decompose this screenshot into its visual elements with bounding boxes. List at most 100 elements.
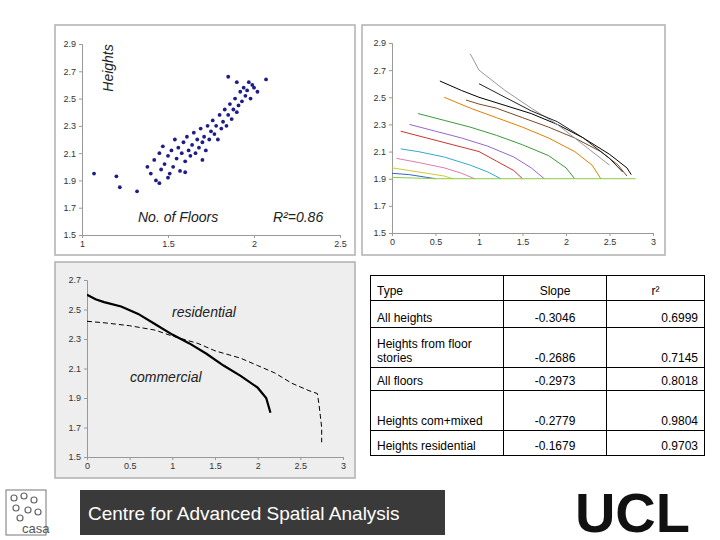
point	[244, 94, 248, 98]
point	[240, 99, 244, 103]
tick-label: 1.5	[373, 228, 386, 238]
tick: 2.3	[68, 334, 87, 344]
tick: 1.5	[63, 230, 82, 240]
point	[118, 185, 122, 189]
chart-panel: 11.522.51.51.71.92.12.32.52.72.9No. of F…	[55, 25, 355, 255]
ucl-logo: UCL	[575, 481, 690, 540]
tick-mark	[254, 235, 255, 238]
x-axis-line	[88, 458, 344, 461]
point	[190, 143, 194, 147]
tick: 1.5	[373, 228, 392, 238]
logo-dot	[13, 505, 19, 511]
tick: 2.7	[68, 275, 87, 285]
table-cell: Heights from floor stories	[371, 328, 504, 368]
tick-label: 1.5	[517, 237, 530, 247]
tick-label: 2.9	[63, 39, 76, 49]
tick-label: 2.7	[373, 66, 386, 76]
tick-label: 1.7	[373, 201, 386, 211]
table-cell: Heights residential	[371, 431, 504, 456]
tick-mark	[84, 457, 87, 458]
tick-label: 2.1	[63, 149, 76, 159]
plot-area	[92, 75, 268, 193]
slide-canvas: 11.522.51.51.71.92.12.32.52.72.9No. of F…	[0, 0, 720, 540]
tick-label: 2	[564, 237, 569, 247]
tick-mark	[84, 398, 87, 399]
tick: 1.9	[68, 393, 87, 403]
table-cell: -0.2973	[504, 368, 607, 391]
tick-label: 0.5	[124, 461, 137, 471]
tick-mark	[168, 235, 169, 238]
point	[152, 158, 156, 162]
tick: 2.7	[63, 67, 82, 77]
point	[166, 176, 170, 180]
x-axis-line	[83, 236, 341, 239]
tick: 2	[252, 235, 257, 249]
tick: 2.9	[63, 39, 82, 49]
tick: 1	[170, 457, 175, 471]
point	[199, 127, 203, 131]
tick-label: 2.5	[334, 239, 347, 249]
tick-label: 1.9	[68, 393, 81, 403]
tick-mark	[84, 428, 87, 429]
point	[176, 146, 180, 150]
tick-mark	[79, 208, 82, 209]
table-row: All floors-0.29730.8018	[371, 368, 705, 391]
footer-title: Centre for Advanced Spatial Analysis	[88, 503, 400, 524]
point	[211, 119, 215, 123]
series-line	[392, 177, 636, 178]
series-line	[440, 81, 631, 175]
tick-mark	[340, 235, 341, 238]
series-line	[479, 84, 623, 172]
tick: 2	[256, 457, 261, 471]
tick-mark	[79, 126, 82, 127]
table-header-row: TypeSloper²	[371, 276, 705, 301]
tick: 2.7	[373, 66, 392, 76]
table-cell: 0.6999	[607, 301, 705, 328]
table-cell: -0.1679	[504, 431, 607, 456]
tick-mark	[389, 43, 392, 44]
tick-label: 1	[170, 461, 175, 471]
point	[197, 146, 201, 150]
tick-mark	[84, 280, 87, 281]
point	[135, 189, 139, 193]
tick: 2.5	[68, 305, 87, 315]
point	[235, 80, 239, 84]
point	[163, 162, 167, 166]
plot-area	[87, 295, 322, 443]
tick-mark	[566, 233, 567, 236]
point	[233, 97, 237, 101]
x-axis: 00.511.522.53	[390, 233, 656, 247]
tick-label: 1.7	[68, 423, 81, 433]
tick-label: 0.5	[430, 237, 443, 247]
point	[201, 158, 205, 162]
y-axis: 1.51.71.92.12.32.52.7	[68, 275, 87, 462]
tick: 2.9	[373, 38, 392, 48]
tick-mark	[389, 206, 392, 207]
tick-label: 1.9	[373, 174, 386, 184]
tick: 0	[85, 457, 90, 471]
tick-label: 1.5	[63, 230, 76, 240]
point	[247, 80, 251, 84]
point	[221, 120, 225, 124]
tick-mark	[653, 233, 654, 236]
point	[145, 165, 149, 169]
tick-label: 2.1	[68, 364, 81, 374]
series-line	[87, 295, 270, 413]
point	[182, 140, 186, 144]
tick-label: 0	[85, 461, 90, 471]
point	[209, 129, 213, 133]
tick-label: 2.5	[295, 461, 308, 471]
point	[228, 102, 232, 106]
tick-mark	[523, 233, 524, 236]
tick: 2	[564, 233, 569, 247]
point	[180, 151, 184, 155]
tick-mark	[389, 233, 392, 234]
point	[207, 138, 211, 142]
panel-frame	[362, 25, 665, 255]
point	[223, 108, 227, 112]
y-axis-line	[389, 44, 393, 234]
casa-logo: casa	[6, 490, 50, 536]
point	[206, 124, 210, 128]
tick-mark	[84, 310, 87, 311]
tick: 3	[341, 457, 346, 471]
